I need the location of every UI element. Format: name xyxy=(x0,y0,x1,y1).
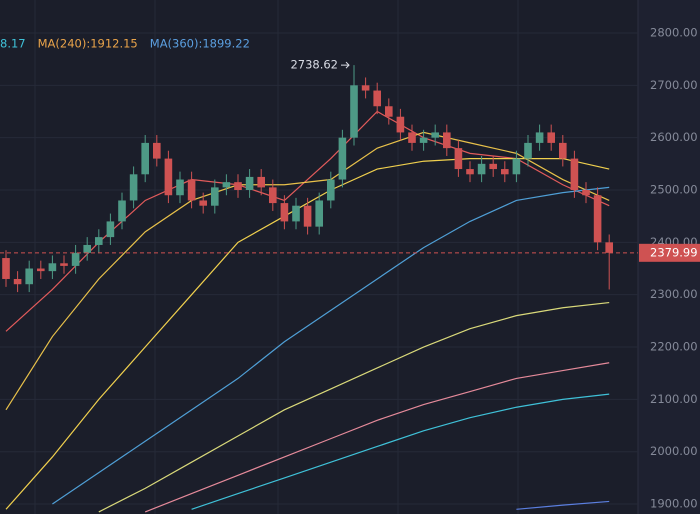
high-annotation: 2738.62 xyxy=(290,58,338,72)
candle-body xyxy=(245,176,254,191)
candle-body xyxy=(570,158,579,191)
candle-body xyxy=(466,169,474,175)
candle-body xyxy=(118,200,126,222)
y-tick-label: 2700.00 xyxy=(650,78,698,92)
candles xyxy=(2,65,613,293)
candle-body xyxy=(234,182,242,191)
candle-body xyxy=(95,237,103,245)
candle-body xyxy=(373,90,381,107)
candle-body xyxy=(559,142,567,159)
ma-line xyxy=(191,393,610,510)
legend-entry: MA(240):1912.15 xyxy=(38,37,138,51)
y-tick-label: 2000.00 xyxy=(650,444,698,458)
candle-body xyxy=(141,142,149,175)
candle-body xyxy=(524,142,532,159)
candle-body xyxy=(60,263,68,266)
candle-body xyxy=(164,158,173,196)
candle-body xyxy=(199,200,207,206)
overlay: 1900.002000.002100.002200.002300.002400.… xyxy=(0,25,700,511)
y-tick-label: 2500.00 xyxy=(650,183,698,197)
legend-entry: 8.17 xyxy=(0,37,26,51)
candle-body xyxy=(327,179,335,201)
candle-body xyxy=(83,244,91,253)
y-tick-label: 2100.00 xyxy=(650,392,698,406)
candle-body xyxy=(547,132,555,143)
candle-body xyxy=(501,169,509,175)
candle-body xyxy=(280,203,289,222)
legend-entry: MA(360):1899.22 xyxy=(150,37,250,51)
candle-body xyxy=(350,85,358,138)
candle-body xyxy=(71,252,80,266)
y-tick-label: 2200.00 xyxy=(650,340,698,354)
candle-body xyxy=(443,132,451,149)
last-price-label: 2379.99 xyxy=(650,245,698,259)
candle-body xyxy=(25,268,33,285)
candle-body xyxy=(187,179,196,201)
last-price-tag xyxy=(639,243,700,262)
candle-body xyxy=(2,258,10,279)
candle-body xyxy=(292,205,300,222)
candle-body xyxy=(129,174,138,201)
candle-body xyxy=(408,132,416,143)
ma-line xyxy=(98,301,610,513)
candle-body xyxy=(593,195,602,243)
candle-body xyxy=(396,116,405,133)
candle-body xyxy=(361,85,370,91)
candle-body xyxy=(257,176,265,188)
candle-body xyxy=(37,268,45,272)
candle-body xyxy=(512,158,521,175)
candle-body xyxy=(419,137,428,143)
y-tick-label: 2300.00 xyxy=(650,287,698,301)
candle-body xyxy=(13,278,22,285)
ma-line xyxy=(5,110,610,332)
candle-body xyxy=(477,163,486,175)
ma-line xyxy=(516,500,610,510)
y-tick-label: 1900.00 xyxy=(650,497,698,511)
y-tick-label: 2600.00 xyxy=(650,130,698,144)
candle-body xyxy=(269,187,277,204)
ma-line xyxy=(5,131,610,411)
ma-line xyxy=(52,186,610,505)
candle-body xyxy=(48,263,57,272)
candle-body xyxy=(211,187,219,206)
candle-body xyxy=(222,182,231,188)
candle-body xyxy=(385,106,393,117)
annotation-arrow xyxy=(341,61,350,69)
y-tick-label: 2800.00 xyxy=(650,25,698,39)
candle-body xyxy=(605,242,613,253)
candle-body xyxy=(582,190,590,196)
candle-body xyxy=(535,132,544,143)
candle-body xyxy=(176,179,184,196)
candle-body xyxy=(489,163,497,170)
grid xyxy=(0,32,638,505)
candle-body xyxy=(431,132,439,138)
candle-body xyxy=(303,205,312,227)
candle-body xyxy=(454,148,463,170)
candle-body xyxy=(106,221,115,238)
candle-body xyxy=(315,200,323,227)
candle-body xyxy=(153,142,161,159)
ma-line xyxy=(144,362,610,513)
candle-body xyxy=(338,137,347,180)
